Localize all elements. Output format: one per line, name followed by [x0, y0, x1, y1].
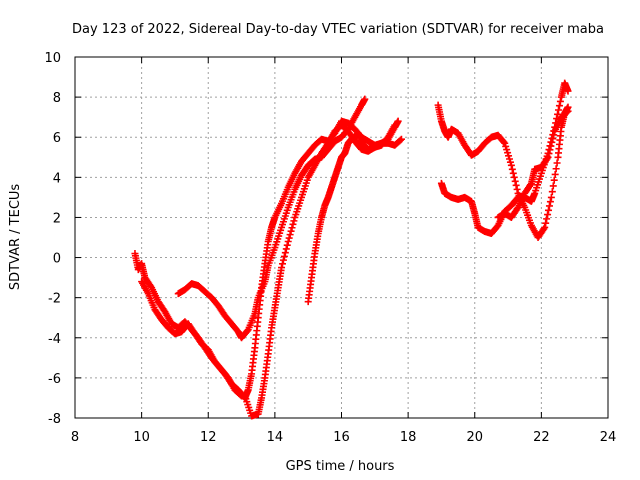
x-tick-label: 24: [600, 430, 617, 445]
data-point: [503, 146, 511, 154]
data-point: [542, 219, 550, 227]
series-trace-3: [174, 95, 369, 342]
x-tick-label: 22: [533, 430, 550, 445]
data-point: [285, 234, 293, 242]
data-point: [280, 252, 288, 260]
data-point: [553, 159, 561, 167]
data-point: [289, 220, 297, 228]
data-point: [283, 241, 291, 249]
data-point: [279, 256, 287, 264]
data-point: [546, 146, 554, 154]
data-point: [504, 149, 512, 157]
data-point: [554, 110, 562, 118]
data-point: [500, 138, 508, 146]
data-point: [278, 260, 286, 268]
x-tick-label: 18: [400, 430, 417, 445]
data-point: [284, 238, 292, 246]
data-point: [361, 95, 369, 103]
data-point: [550, 131, 558, 139]
data-point: [512, 181, 520, 189]
data-point: [546, 198, 554, 206]
x-tick-label: 16: [333, 430, 350, 445]
data-point: [505, 152, 513, 160]
data-point: [543, 215, 551, 223]
grid-layer: [75, 57, 608, 418]
x-tick-label: 12: [200, 430, 217, 445]
data-point: [287, 227, 295, 235]
data-point: [545, 206, 553, 214]
data-point: [540, 225, 548, 233]
x-tick-label: 10: [133, 430, 150, 445]
y-tick-label: -2: [48, 292, 61, 307]
data-point: [564, 107, 572, 115]
data-point: [563, 108, 571, 116]
data-point: [549, 182, 557, 190]
x-tick-label: 8: [71, 430, 79, 445]
data-point: [278, 264, 286, 272]
y-tick-label: -4: [48, 332, 61, 347]
chart-title: Day 123 of 2022, Sidereal Day-to-day VTE…: [72, 22, 604, 37]
data-point: [394, 117, 402, 125]
data-point: [510, 173, 518, 181]
data-point: [505, 155, 513, 163]
y-tick-label: 10: [44, 51, 61, 66]
data-point: [511, 177, 519, 185]
y-axis-label: SDTVAR / TECUs: [8, 184, 23, 291]
series-trace-4: [304, 117, 402, 306]
data-point: [548, 188, 556, 196]
data-point: [545, 202, 553, 210]
data-point: [507, 161, 515, 169]
x-tick-label: 20: [466, 430, 483, 445]
data-point: [513, 185, 521, 193]
y-tick-label: -6: [48, 372, 61, 387]
data-point: [551, 170, 559, 178]
data-point: [552, 165, 560, 173]
series-trace-7: [494, 107, 572, 221]
data-point: [545, 150, 553, 158]
data-point: [543, 155, 551, 163]
data-point: [286, 231, 294, 239]
data-point: [550, 176, 558, 184]
data-point: [548, 138, 556, 146]
series-layer: [131, 79, 572, 420]
data-point: [547, 193, 555, 201]
x-axis-label: GPS time / hours: [286, 459, 395, 474]
data-point: [555, 106, 563, 114]
data-point: [547, 142, 555, 150]
data-point: [564, 87, 572, 95]
y-tick-label: 2: [53, 211, 61, 226]
y-tick-label: 6: [53, 131, 61, 146]
data-point: [544, 211, 552, 219]
data-point: [541, 223, 549, 231]
data-point: [288, 224, 296, 232]
data-point: [526, 181, 534, 189]
data-point: [290, 217, 298, 225]
y-tick-label: -8: [48, 412, 61, 427]
x-tick-label: 14: [267, 430, 284, 445]
y-tick-label: 4: [53, 171, 61, 186]
y-tick-label: 0: [53, 252, 61, 267]
data-point: [501, 139, 509, 147]
data-point: [508, 165, 516, 173]
data-point: [281, 249, 289, 257]
data-point: [506, 158, 514, 166]
data-point: [556, 97, 564, 105]
data-point: [397, 136, 405, 144]
data-point: [397, 135, 405, 143]
data-point: [549, 135, 557, 143]
data-point: [509, 169, 517, 177]
data-point: [502, 142, 510, 150]
y-tick-label: 8: [53, 91, 61, 106]
data-point: [555, 102, 563, 110]
data-point: [544, 153, 552, 161]
data-point: [282, 245, 290, 253]
